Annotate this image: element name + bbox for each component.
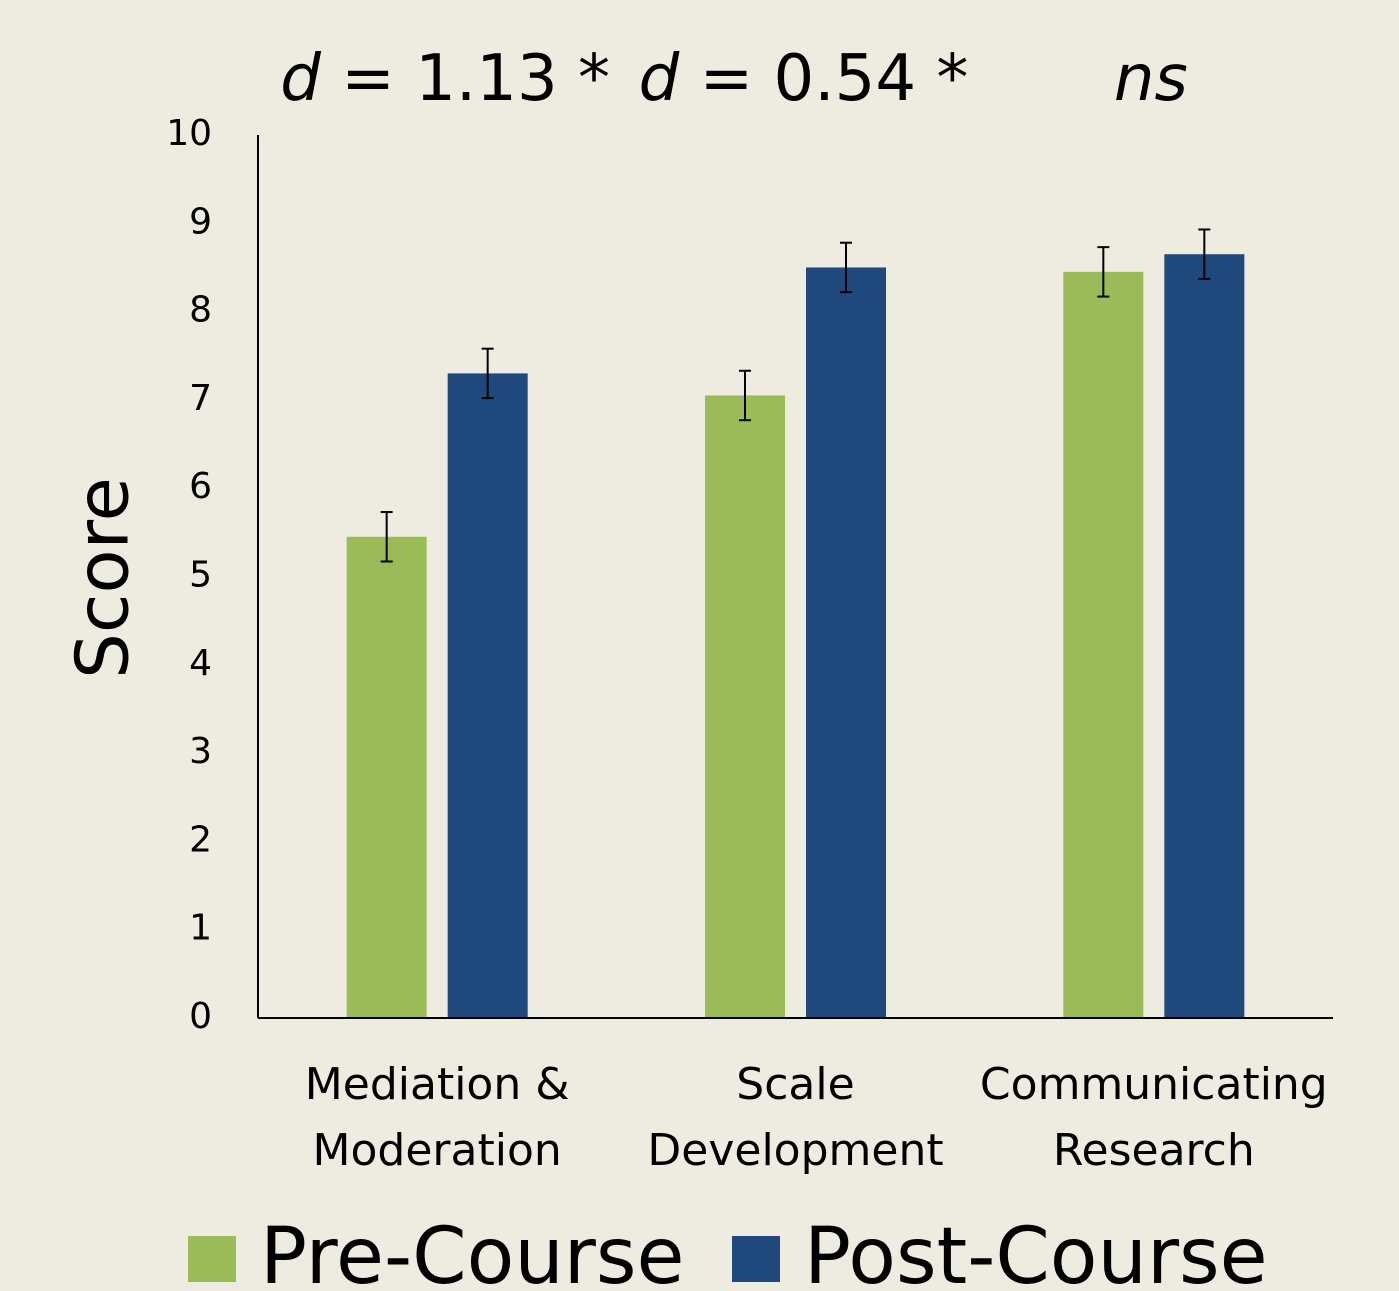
error-bar xyxy=(380,511,393,563)
bar xyxy=(1164,254,1245,1018)
legend-label: Post-Course xyxy=(804,1212,1268,1291)
x-tick-label: Mediation & xyxy=(305,1059,570,1110)
y-tick-label: 5 xyxy=(189,555,212,596)
y-tick-label: 7 xyxy=(189,378,212,419)
x-tick-label: Communicating xyxy=(980,1059,1328,1110)
annotation-text: = 0.54 * xyxy=(700,42,969,116)
bar xyxy=(806,267,886,1018)
annotation-symbol: ns xyxy=(1114,42,1188,116)
bar xyxy=(346,536,427,1018)
y-tick-label: 9 xyxy=(189,201,212,242)
bar xyxy=(705,395,785,1018)
bar xyxy=(1063,271,1144,1018)
error-bar xyxy=(1097,246,1110,298)
x-tick-label: Scale xyxy=(736,1059,854,1110)
annotation: d = 1.13 * xyxy=(280,42,610,116)
error-bar xyxy=(840,241,852,294)
y-tick-label: 10 xyxy=(166,113,212,154)
x-tick-label: Moderation xyxy=(313,1125,562,1176)
legend-label: Pre-Course xyxy=(260,1212,684,1291)
y-tick-label: 4 xyxy=(189,643,212,684)
annotation-text: = 1.13 * xyxy=(341,42,610,116)
annotation: ns xyxy=(1114,42,1188,116)
y-tick-label: 0 xyxy=(189,996,212,1037)
y-axis-label: Score xyxy=(61,477,145,679)
legend-swatch xyxy=(732,1236,780,1282)
annotation-symbol: d xyxy=(639,42,680,116)
y-tick-label: 3 xyxy=(189,731,212,772)
y-tick-label: 8 xyxy=(189,290,212,331)
x-tick-label: Development xyxy=(647,1125,943,1176)
error-bar xyxy=(1198,228,1211,280)
y-tick-label: 6 xyxy=(189,466,212,507)
y-tick-label: 1 xyxy=(189,908,212,949)
x-tick-label: Research xyxy=(1053,1125,1255,1176)
annotation: d = 0.54 * xyxy=(639,42,969,116)
error-bar xyxy=(481,347,494,400)
error-bar xyxy=(739,369,751,422)
y-tick-label: 2 xyxy=(189,819,212,860)
bar xyxy=(447,373,528,1018)
annotation-symbol: d xyxy=(280,42,321,116)
legend-swatch xyxy=(188,1236,236,1282)
